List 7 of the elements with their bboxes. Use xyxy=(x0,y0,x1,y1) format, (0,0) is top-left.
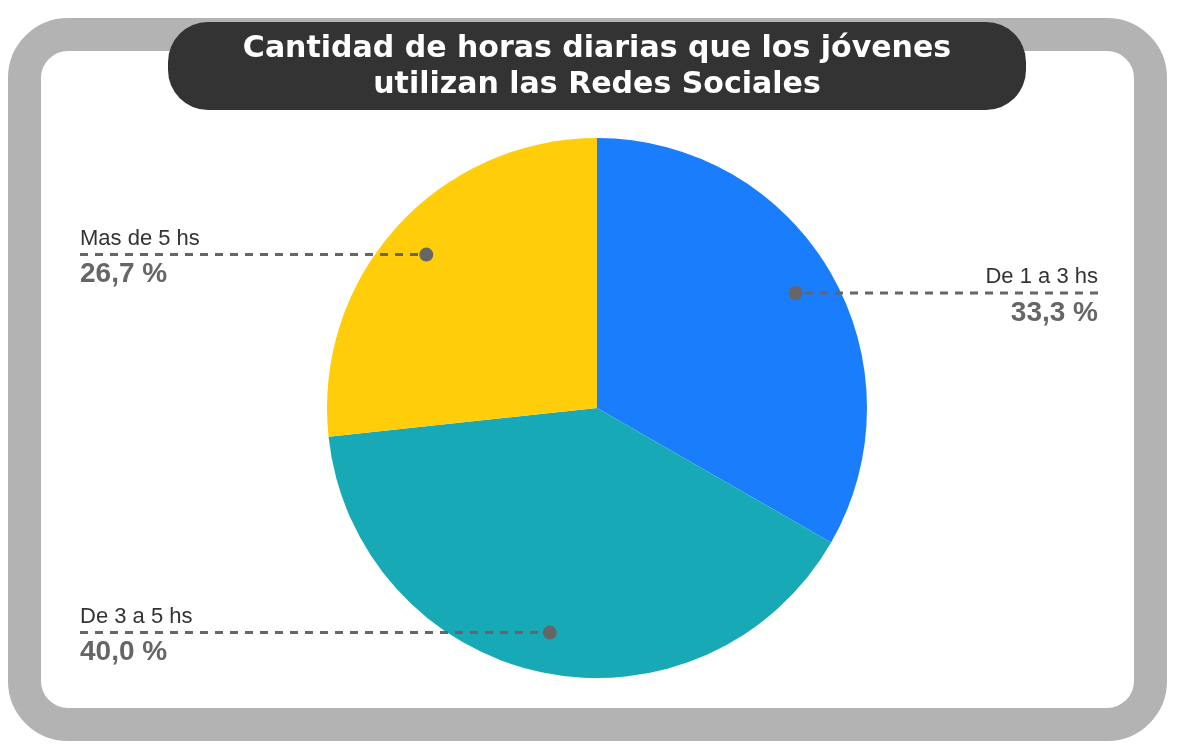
chart-title: Cantidad de horas diarias que los jóvenes utilizan las Redes Sociales xyxy=(168,22,1026,110)
data-label: 40,0 % xyxy=(80,635,168,667)
slice-label: De 3 a 5 hs xyxy=(80,602,193,628)
slice-label: Mas de 5 hs xyxy=(80,224,200,250)
data-label: 26,7 % xyxy=(80,257,168,289)
data-label: 33,3 % xyxy=(1010,295,1099,327)
slice-label: De 1 a 3 hs xyxy=(985,263,1098,289)
